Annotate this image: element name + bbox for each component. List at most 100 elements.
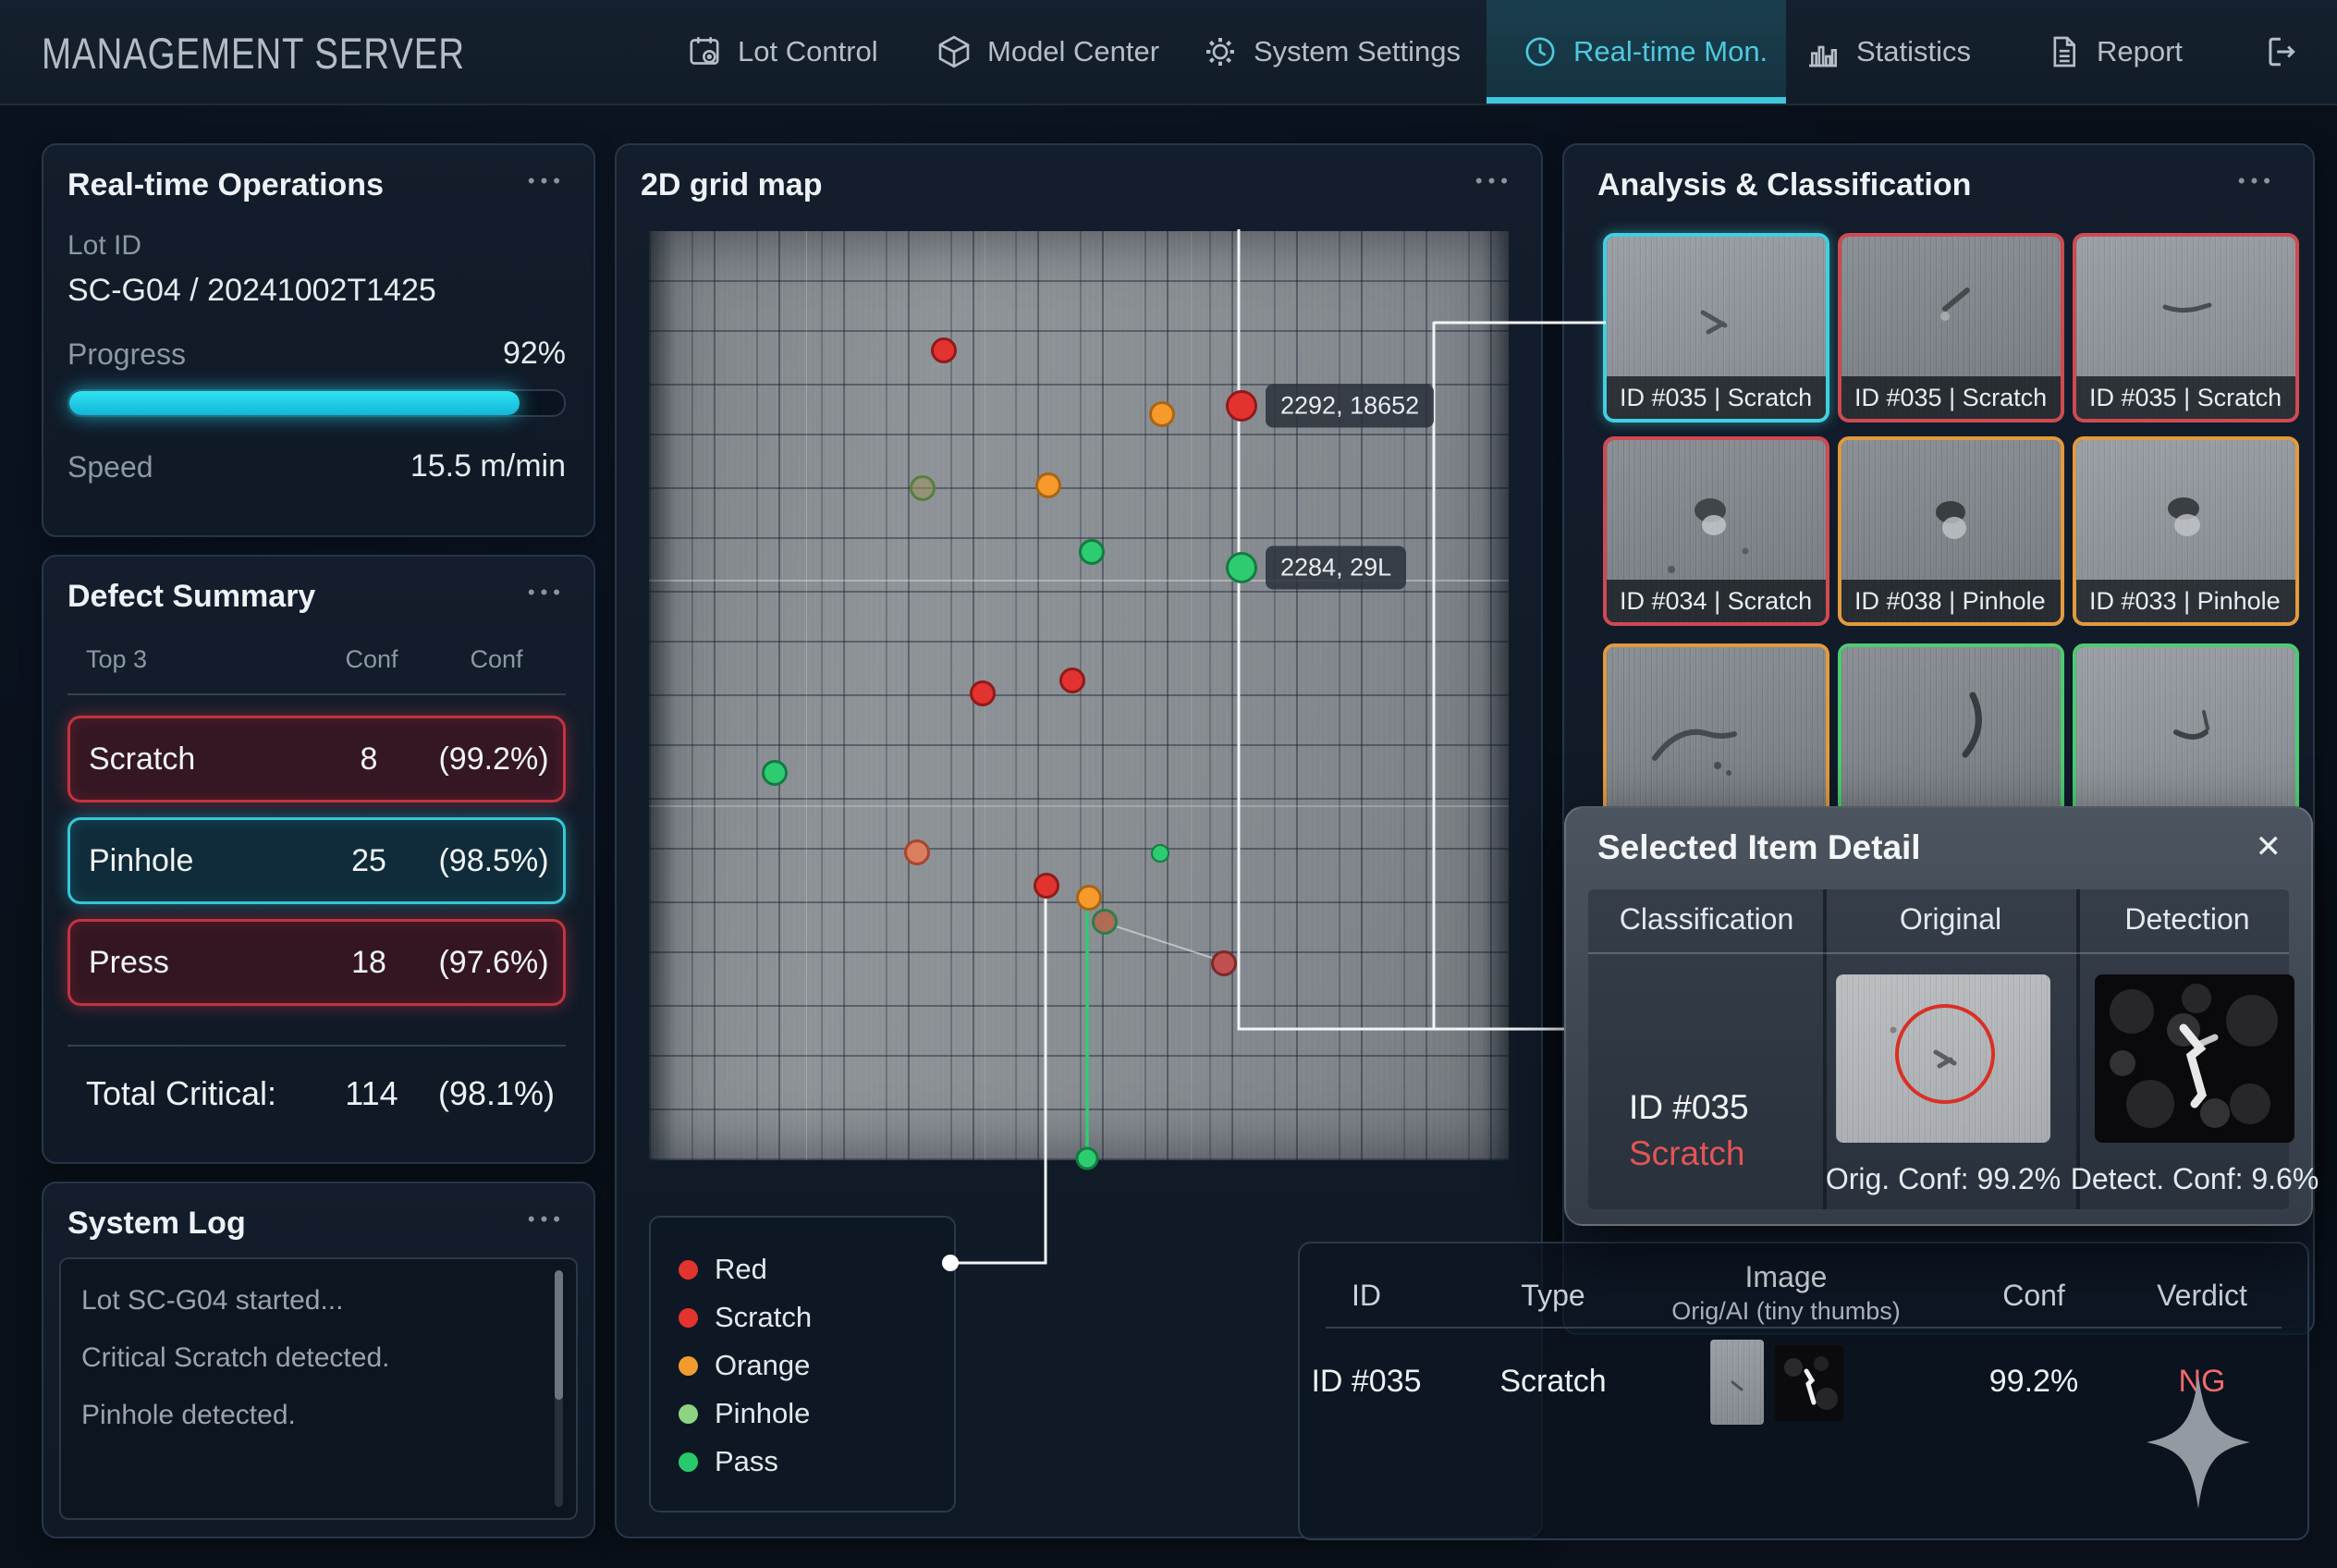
legend-item-pinhole: Pinhole — [679, 1397, 810, 1430]
map-point[interactable] — [930, 337, 957, 363]
panel-menu-icon[interactable]: ••• — [2237, 169, 2276, 192]
col-conf: Conf — [2002, 1279, 2065, 1312]
analysis-thumb-7[interactable] — [1603, 643, 1829, 833]
detail-title: Selected Item Detail — [1597, 828, 1921, 866]
map-point[interactable] — [1076, 884, 1103, 911]
nav-item-model-center[interactable]: Model Center — [936, 0, 1159, 104]
nav-item-label: Real-time Mon. — [1573, 35, 1768, 67]
detail-table: Classification Original Detection ID #03… — [1588, 889, 2319, 1209]
map-point[interactable] — [1225, 551, 1257, 583]
divider — [1823, 889, 1827, 1209]
defect-row-pinhole[interactable]: Pinhole 25 (98.5%) — [67, 817, 566, 904]
defect-image — [1841, 647, 2061, 829]
panel-title: 2D grid map — [641, 167, 823, 202]
map-point[interactable] — [1058, 668, 1085, 694]
log-line: Pinhole detected. — [81, 1400, 296, 1430]
nav-item-lot-control[interactable]: Lot Control — [686, 0, 878, 104]
panel-menu-icon[interactable]: ••• — [527, 169, 566, 192]
analysis-thumb-1[interactable]: ID #035 | Scratch — [1603, 233, 1829, 423]
defect-conf: (99.2%) — [438, 741, 549, 777]
progress-bar — [67, 389, 566, 417]
analysis-thumb-6[interactable]: ID #033 | Pinhole — [2073, 436, 2299, 626]
defect-row-scratch[interactable]: Scratch 8 (99.2%) — [67, 716, 566, 802]
close-icon[interactable]: ✕ — [2255, 829, 2282, 864]
legend-label: Red — [715, 1253, 767, 1285]
map-light-line — [1190, 231, 1192, 1160]
cell-conf: 99.2% — [1988, 1364, 2079, 1399]
cube-icon — [936, 33, 973, 70]
col-conf-pct: Conf — [470, 645, 523, 673]
legend-dot-red — [679, 1259, 698, 1280]
table-header-divider — [1326, 1327, 2282, 1329]
detail-original-image — [1836, 974, 2050, 1143]
panel-defect-summary: Defect Summary ••• Top 3 Conf Conf Scrat… — [42, 555, 595, 1164]
map-point[interactable] — [1091, 908, 1118, 935]
defect-name: Scratch — [89, 741, 196, 777]
total-label: Total Critical: — [86, 1074, 277, 1112]
thumb-caption: ID #035 | Scratch — [2076, 376, 2295, 419]
map-point[interactable] — [761, 759, 788, 786]
defect-image — [1607, 647, 1826, 829]
defect-count: 25 — [351, 842, 386, 878]
results-table-panel: ID Type Image Orig/AI (tiny thumbs) Conf… — [1298, 1242, 2309, 1540]
analysis-thumb-8[interactable] — [1838, 643, 2064, 833]
log-scrollbar[interactable] — [555, 1270, 563, 1507]
gear-icon — [1202, 33, 1239, 70]
cell-type: Scratch — [1499, 1364, 1607, 1399]
panel-system-log: System Log ••• Lot SC-G04 started... Cri… — [42, 1182, 595, 1538]
legend-item-scratch: Scratch — [679, 1301, 812, 1334]
defect-conf: (98.5%) — [438, 842, 549, 878]
panel-menu-icon[interactable]: ••• — [527, 1207, 566, 1231]
log-line: Lot SC-G04 started... — [81, 1285, 344, 1316]
legend-item-pass: Pass — [679, 1445, 778, 1478]
panel-title: Real-time Operations — [67, 167, 384, 202]
map-point[interactable] — [1033, 872, 1059, 899]
divider — [67, 693, 566, 695]
thumb-caption: ID #034 | Scratch — [1607, 580, 1826, 622]
nav-item-label: Statistics — [1856, 35, 1972, 67]
panel-title: System Log — [67, 1206, 246, 1241]
nav-item-realtime-mon[interactable]: Real-time Mon. — [1487, 0, 1786, 104]
calendar-clock-icon — [686, 33, 723, 70]
map-point[interactable] — [1034, 472, 1061, 499]
legend-dot-pinhole — [679, 1403, 698, 1424]
thumb-caption: ID #033 | Pinhole — [2076, 580, 2295, 622]
analysis-thumb-3[interactable]: ID #035 | Scratch — [2073, 233, 2299, 423]
log-scrollbar-thumb[interactable] — [555, 1270, 563, 1400]
defect-row-press[interactable]: Press 18 (97.6%) — [67, 919, 566, 1006]
col-verdict: Verdict — [2157, 1279, 2247, 1312]
speed-label: Speed — [67, 450, 153, 484]
nav-item-system-settings[interactable]: System Settings — [1202, 0, 1461, 104]
map-point[interactable] — [1211, 949, 1238, 976]
nav-item-label: System Settings — [1254, 35, 1461, 67]
panel-menu-icon[interactable]: ••• — [527, 581, 566, 604]
cell-verdict: NG — [2178, 1364, 2226, 1399]
log-viewport[interactable]: Lot SC-G04 started... Critical Scratch d… — [59, 1257, 578, 1520]
nav-item-report[interactable]: Report — [2045, 0, 2183, 104]
divider — [1588, 952, 2289, 954]
tiny-thumb-original — [1710, 1340, 1764, 1425]
defect-conf: (97.6%) — [438, 944, 549, 980]
map-point[interactable] — [909, 475, 936, 502]
logout-button[interactable] — [2259, 0, 2300, 104]
panel-menu-icon[interactable]: ••• — [1474, 169, 1513, 192]
nav-item-label: Report — [2097, 35, 2184, 67]
nav-item-statistics[interactable]: Statistics — [1805, 0, 1971, 104]
analysis-thumb-4[interactable]: ID #034 | Scratch — [1603, 436, 1829, 626]
map-point[interactable] — [1151, 844, 1170, 864]
total-count: 114 — [345, 1074, 398, 1112]
analysis-thumb-9[interactable] — [2073, 643, 2299, 833]
lot-id-label: Lot ID — [67, 230, 142, 261]
map-points-layer — [649, 231, 1509, 1160]
map-point[interactable] — [1225, 389, 1257, 422]
analysis-thumb-5[interactable]: ID #038 | Pinhole — [1838, 436, 2064, 626]
map-point[interactable] — [969, 680, 996, 707]
map-point[interactable] — [1149, 400, 1176, 427]
top-nav: MANAGEMENT SERVER Lot Control Model Cent… — [0, 0, 2337, 105]
panel-realtime-operations: Real-time Operations ••• Lot ID SC-G04 /… — [42, 143, 595, 537]
lot-id-value: SC-G04 / 20241002T1425 — [67, 273, 436, 308]
map-point[interactable] — [904, 839, 931, 866]
defect-total-row: Total Critical: 114 (98.1%) — [67, 1074, 566, 1113]
analysis-thumb-2[interactable]: ID #035 | Scratch — [1838, 233, 2064, 423]
map-point[interactable] — [1078, 538, 1105, 565]
